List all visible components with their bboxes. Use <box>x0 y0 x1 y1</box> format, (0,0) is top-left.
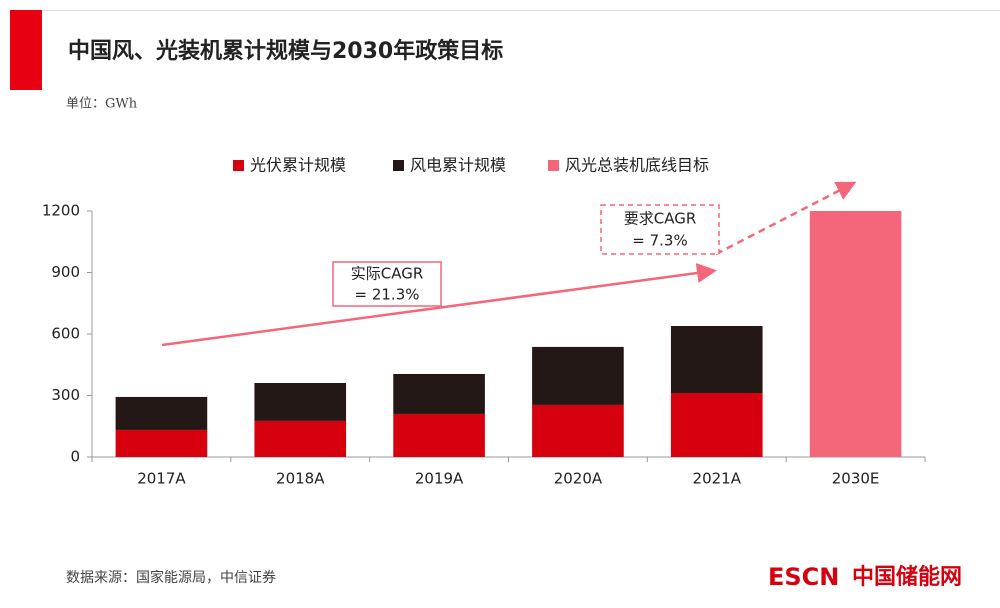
x-tick-label: 2019A <box>415 470 464 488</box>
x-tick-label: 2017A <box>137 470 186 488</box>
bar-segment <box>532 346 624 405</box>
logo-latin: ESCN <box>768 563 839 591</box>
trend-arrow <box>161 263 717 347</box>
x-tick-label: 2018A <box>276 470 325 488</box>
legend-swatch <box>233 160 244 171</box>
source-note: 数据来源：国家能源局，中信证券 <box>66 569 276 586</box>
bar-segment <box>115 396 208 430</box>
legend-label: 光伏累计规模 <box>250 156 346 175</box>
annotation-box <box>600 204 720 255</box>
y-tick-label: 600 <box>51 325 80 343</box>
bar-segment <box>393 413 485 457</box>
legend-swatch <box>548 160 559 171</box>
legend-label: 风电累计规模 <box>410 156 506 175</box>
annotation-box <box>332 261 442 307</box>
y-tick-label: 300 <box>51 386 80 404</box>
bar-segment <box>254 420 347 457</box>
bar-segment <box>809 211 902 457</box>
y-tick-label: 0 <box>70 448 80 466</box>
annotation: 实际CAGR <box>351 265 424 283</box>
logo-cn: 中国储能网 <box>852 564 962 590</box>
unit-label: 单位：GWh <box>66 97 138 112</box>
annotation: = 7.3% <box>632 232 687 250</box>
y-tick-label: 900 <box>51 263 80 281</box>
chart-title: 中国风、光装机累计规模与2030年政策目标 <box>68 38 503 64</box>
legend-swatch <box>393 160 404 171</box>
legend-label: 风光总装机底线目标 <box>565 156 709 175</box>
annotation: 要求CAGR <box>624 210 697 228</box>
y-tick-label: 1200 <box>42 202 80 220</box>
bar-segment <box>115 429 208 457</box>
bar-segment <box>532 404 624 457</box>
header-accent <box>10 10 42 90</box>
annotation: = 21.3% <box>355 286 420 304</box>
bar-segment <box>393 373 485 414</box>
bar-segment <box>670 326 763 394</box>
x-tick-label: 2021A <box>693 470 742 488</box>
target-arrow <box>715 181 857 256</box>
bar-segment <box>670 393 763 457</box>
bar-segment <box>254 382 347 421</box>
x-tick-label: 2030E <box>832 470 880 488</box>
x-tick-label: 2020A <box>554 470 603 488</box>
